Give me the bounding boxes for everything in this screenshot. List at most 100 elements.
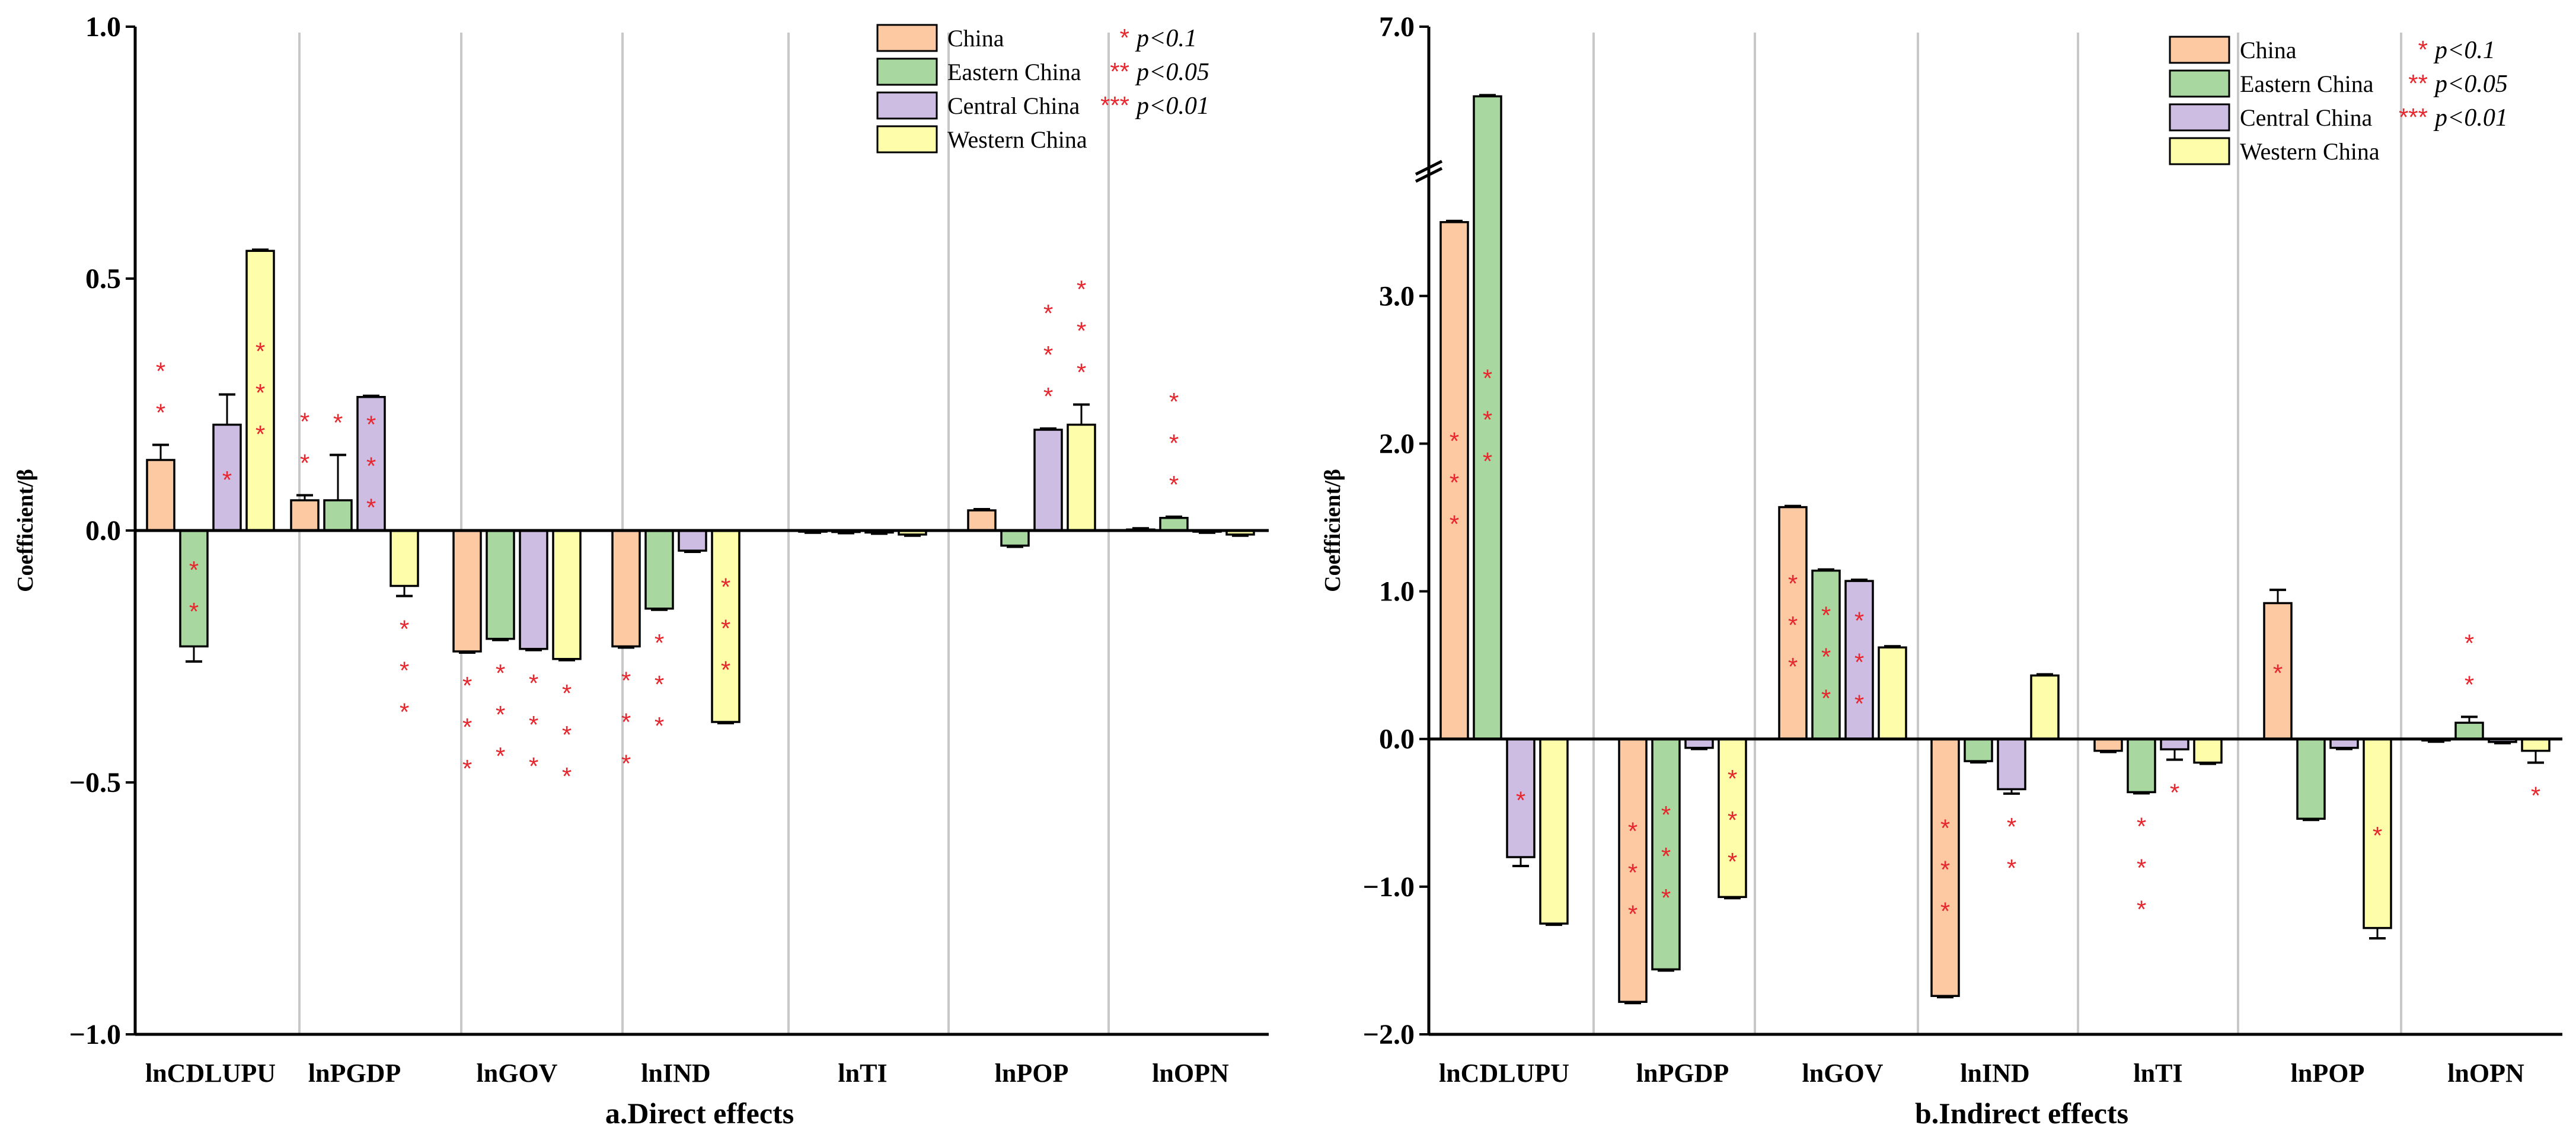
significance-star: * <box>1854 648 1864 676</box>
significance-star: * <box>721 573 730 601</box>
significance-star: * <box>2007 854 2016 882</box>
legend-swatch <box>2169 36 2230 64</box>
significance-star: * <box>300 408 309 436</box>
y-tick-label: −1.0 <box>69 1019 121 1050</box>
legend-label: China <box>947 25 1004 52</box>
legend-label: Central China <box>947 92 1080 119</box>
legend: China Eastern China Central China Western C… <box>2169 36 2508 165</box>
bar <box>2093 737 2123 752</box>
significance-star: * <box>655 629 664 657</box>
panel-direct: −1.0 −0.5 0.0 0.5 1.0 Coefficient/β a.Direct e… <box>13 11 1269 1130</box>
significance-star: * <box>1169 429 1179 457</box>
significance-star: * <box>1728 765 1737 793</box>
significance-star: * <box>2170 779 2179 807</box>
significance-star: * <box>1821 685 1831 712</box>
legend: China Eastern China Central China Western C… <box>876 24 1209 154</box>
legend-significance-label: p<0.05 <box>2433 71 2508 98</box>
significance-star: * <box>2531 782 2540 810</box>
significance-star: * <box>1169 471 1179 498</box>
legend-swatch <box>876 125 938 154</box>
y-tick-label: −2.0 <box>1363 1019 1415 1050</box>
y-tick-label: 7.0 <box>1379 11 1415 43</box>
significance-star: * <box>366 493 376 521</box>
significance-star: * <box>1483 365 1492 392</box>
y-tick-label: 2.0 <box>1379 428 1415 459</box>
bar <box>678 529 707 552</box>
bar <box>552 529 582 660</box>
significance-star: * <box>496 701 505 728</box>
x-tick-label: lnOPN <box>2447 1059 2524 1088</box>
bar <box>486 529 515 640</box>
legend-label: Western China <box>2240 138 2380 165</box>
significance-star: * <box>1940 814 1950 842</box>
significance-star: * <box>496 742 505 770</box>
bar <box>2296 737 2326 820</box>
significance-star: * <box>400 615 409 643</box>
bar <box>146 459 175 532</box>
x-tick-label: lnCDLUPU <box>1439 1059 1569 1088</box>
significance-star: * <box>529 669 538 697</box>
legend-swatch <box>876 91 938 120</box>
significance-star: * <box>562 721 572 749</box>
bar <box>1964 737 1993 762</box>
x-tick-label: lnGOV <box>1802 1059 1884 1088</box>
x-tick-label: lnTI <box>2133 1059 2182 1088</box>
significance-star: * <box>256 337 265 365</box>
significance-star: * <box>529 711 538 739</box>
legend-swatch <box>2169 137 2230 165</box>
significance-star: * <box>721 656 730 684</box>
significance-star: * <box>1483 448 1492 475</box>
legend-label: China <box>2240 37 2297 63</box>
x-tick-label: lnOPN <box>1152 1059 1229 1088</box>
panel-indirect: −2.0 −1.0 0.0 1.0 2.0 3.0 7.0 Coefficient/β b.In… <box>1320 11 2562 1130</box>
legend-significance-label: p<0.01 <box>1135 92 1209 120</box>
significance-star: * <box>529 752 538 780</box>
y-tick-label: −1.0 <box>1363 871 1415 903</box>
bar <box>611 529 641 648</box>
significance-star: * <box>1043 382 1053 410</box>
y-axis-label: Coefficient/β <box>1320 469 1345 592</box>
significance-star: * <box>721 615 730 643</box>
significance-star: * <box>400 698 409 726</box>
y-tick-label: 3.0 <box>1379 280 1415 312</box>
x-tick-label: lnGOV <box>477 1059 558 1088</box>
bar <box>1997 737 2026 791</box>
legend-significance-label: p<0.01 <box>2433 104 2508 132</box>
significance-star: * <box>1077 359 1086 386</box>
legend-star-marker: ** <box>1110 57 1129 85</box>
x-tick-label: lnCDLUPU <box>145 1059 276 1088</box>
legend-significance-label: p<0.1 <box>1135 25 1197 52</box>
significance-star: * <box>562 679 572 707</box>
y-tick-label: 0.5 <box>85 263 121 295</box>
significance-star: * <box>1450 510 1459 538</box>
legend-star-marker: *** <box>1100 91 1129 119</box>
legend-significance-label: p<0.1 <box>2433 37 2495 64</box>
legend-star-marker: ** <box>2408 69 2428 97</box>
significance-star: * <box>1628 858 1637 886</box>
significance-star: * <box>1661 801 1671 829</box>
significance-star: * <box>256 420 265 448</box>
significance-star: * <box>333 409 343 437</box>
bar <box>1159 517 1189 532</box>
legend-swatch <box>876 57 938 86</box>
bar <box>967 509 997 532</box>
x-tick-label: lnIND <box>1960 1059 2029 1088</box>
x-tick-label: lnPOP <box>2291 1059 2365 1088</box>
significance-star: * <box>1077 276 1086 303</box>
significance-star: * <box>462 672 472 699</box>
bar <box>519 529 548 650</box>
significance-star: * <box>1940 855 1950 883</box>
y-tick-label: 0.0 <box>1379 724 1415 755</box>
y-tick-label: −0.5 <box>69 767 121 798</box>
legend-star-marker: * <box>1120 24 1129 52</box>
significance-star: * <box>400 657 409 685</box>
significance-star: * <box>1788 611 1798 639</box>
x-tick-label: lnPGDP <box>308 1059 401 1088</box>
bar <box>323 499 353 532</box>
bar <box>2160 737 2189 750</box>
bar <box>711 529 740 723</box>
significance-star: * <box>189 597 199 625</box>
x-tick-label: lnIND <box>641 1059 710 1088</box>
legend-label: Western China <box>947 126 1087 153</box>
bar <box>2193 737 2223 764</box>
